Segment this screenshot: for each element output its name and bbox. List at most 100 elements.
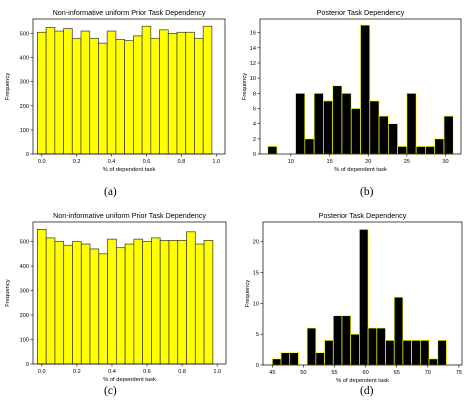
histogram-bar: [341, 315, 352, 366]
histogram-bar: [89, 37, 99, 155]
histogram-bar: [425, 146, 436, 155]
y-tick-label: 6: [253, 106, 256, 112]
y-tick-label: 16: [250, 31, 256, 37]
histogram-bar: [295, 92, 306, 155]
x-axis-label: % of dependent task: [334, 167, 387, 173]
histogram-bar: [142, 241, 152, 365]
x-tick-label: 0.8: [177, 159, 185, 165]
x-tick-label: 0.8: [178, 369, 186, 375]
chart-title: Non-informative uniform Prior Task Depen…: [53, 211, 206, 220]
histogram-bar: [315, 352, 325, 366]
histogram-bar: [115, 247, 126, 365]
x-tick-label: 0.6: [143, 369, 151, 375]
plot-frame: [259, 18, 462, 155]
x-tick-label: 0.6: [143, 159, 151, 165]
histogram-bar: [150, 37, 160, 155]
y-tick-label: 12: [250, 61, 256, 67]
histogram-bar: [185, 31, 195, 155]
y-tick-label: 0: [26, 362, 29, 368]
y-tick-label: 4: [253, 122, 256, 128]
histogram-bar: [267, 146, 278, 155]
x-tick-label: 75: [456, 370, 462, 376]
y-axis-label: Frequency: [5, 279, 11, 306]
histogram-bar: [202, 25, 213, 155]
histogram-bar: [107, 238, 117, 365]
y-tick-label: 8: [253, 91, 256, 97]
chart-title: Posterior Task Dependency: [317, 8, 405, 17]
histogram-bar: [304, 138, 315, 155]
y-axis-label: Frequency: [242, 73, 248, 100]
histogram-bar: [177, 240, 187, 365]
histogram-bar: [71, 37, 82, 155]
y-tick-label: 10: [253, 301, 259, 307]
histogram-bar: [194, 243, 205, 365]
y-tick-label: 400: [20, 56, 29, 62]
histogram-bar: [419, 339, 430, 366]
y-tick-label: 10: [250, 76, 256, 82]
x-tick-label: 65: [394, 370, 400, 376]
y-tick-label: 200: [20, 313, 29, 319]
y-tick-label: 500: [20, 240, 29, 246]
chart-a: 0.0 0.2 0.4 0.6 0.8 1.0 0 100 200 300 400 500 Non-in…: [5, 8, 226, 173]
histogram-bar: [378, 115, 389, 155]
x-tick-label: 1.0: [212, 159, 220, 165]
histogram-bar: [54, 30, 64, 155]
histogram-bar: [376, 327, 386, 366]
histogram-bar: [63, 244, 73, 365]
histogram-bar: [393, 296, 404, 366]
histogram-bar: [168, 240, 179, 365]
histogram-bar: [151, 237, 161, 365]
histogram-bar: [350, 333, 360, 366]
x-tick-label: 0.2: [73, 369, 81, 375]
x-tick-label: 15: [326, 159, 332, 165]
histogram-bar: [428, 358, 439, 366]
histogram-bar: [324, 339, 334, 366]
x-tick-label: 45: [269, 370, 275, 376]
x-tick-label: 55: [331, 370, 337, 376]
y-tick-label: 0: [26, 152, 29, 158]
histogram-bar: [415, 146, 426, 155]
y-tick-label: 100: [20, 128, 29, 134]
y-tick-label: 500: [20, 31, 29, 37]
y-tick-label: 15: [253, 271, 259, 277]
histogram-bar: [98, 253, 108, 365]
histogram-bar: [80, 30, 91, 155]
histogram-bar: [80, 243, 91, 365]
histogram-bar: [437, 339, 447, 366]
chart-d: 45 50 55 60 65 70 75 0 5 10 15 20 Posterior Task Dep…: [245, 211, 463, 384]
histogram-bar: [124, 40, 134, 155]
x-axis-label: % of dependent task: [103, 377, 156, 383]
histogram-bar: [106, 30, 117, 155]
histogram-bar: [203, 240, 214, 365]
x-tick-label: 0.2: [73, 159, 81, 165]
y-tick-label: 2: [253, 137, 256, 143]
y-axis-label: Frequency: [245, 280, 251, 307]
histogram-bar: [37, 31, 47, 155]
panel-label-d: (d): [360, 385, 374, 397]
plot-frame: [32, 18, 226, 155]
x-tick-label: 70: [425, 370, 431, 376]
chart-c: 0.0 0.2 0.4 0.6 0.8 1.0 0 100 200 300 400 500 Non-in…: [5, 211, 227, 383]
x-tick-label: 0.4: [108, 369, 116, 375]
x-tick-label: 0.0: [38, 159, 46, 165]
histogram-bar: [313, 92, 324, 155]
histogram-bars: [37, 25, 213, 155]
histogram-bar: [186, 231, 196, 365]
y-tick-label: 0: [256, 363, 259, 369]
panel-label-c: (c): [104, 385, 117, 397]
x-tick-label: 0.4: [108, 159, 116, 165]
histogram-bar: [54, 241, 65, 365]
histogram-bar: [45, 27, 56, 155]
histogram-bar: [141, 25, 152, 155]
histogram-bar: [411, 339, 421, 366]
plot-frame: [32, 221, 227, 365]
histogram-bar: [397, 146, 408, 155]
x-tick-label: 20: [365, 159, 371, 165]
histogram-bar: [45, 237, 56, 365]
histogram-bar: [323, 100, 334, 155]
histogram-bar: [63, 28, 73, 155]
histogram-bar: [159, 29, 169, 155]
histogram-bar: [367, 327, 378, 366]
x-tick-label: 1.0: [213, 369, 221, 375]
x-axis-label: % of dependent task: [336, 378, 389, 384]
